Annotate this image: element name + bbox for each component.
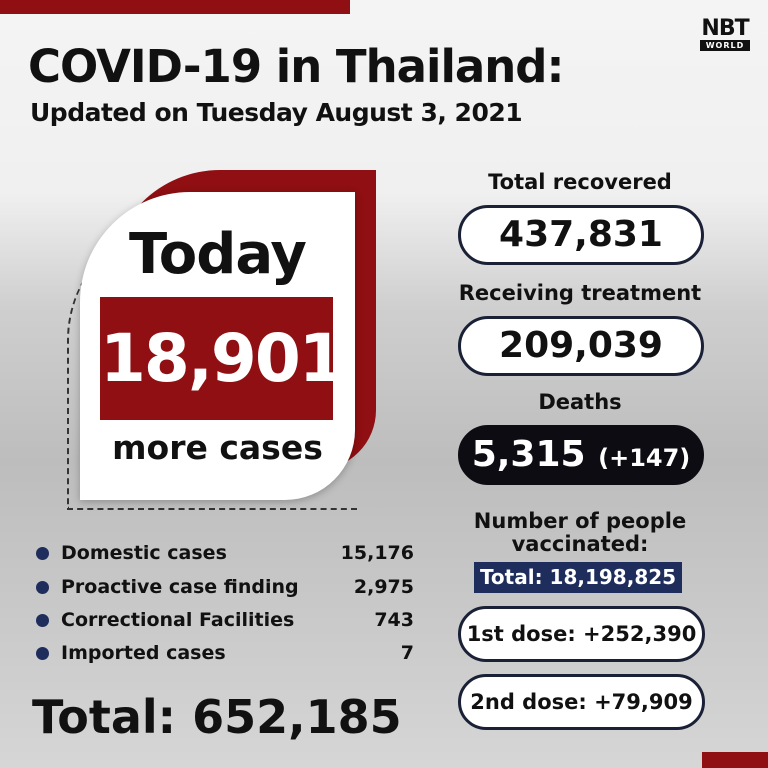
deaths-label: Deaths	[538, 390, 622, 414]
recovered-label: Total recovered	[488, 170, 672, 194]
breakdown-value: 7	[400, 642, 414, 664]
first-dose: 1st dose: +252,390	[458, 606, 705, 662]
nbt-world-logo: NBT WORLD	[700, 18, 750, 51]
bullet-icon	[36, 580, 49, 594]
page-title: COVID-19 in Thailand:	[28, 40, 564, 93]
deaths-change: (+147)	[598, 444, 691, 472]
deaths-value: 5,315	[471, 434, 586, 475]
bullet-icon	[36, 646, 49, 660]
treatment-value: 209,039	[458, 316, 704, 376]
top-accent-bar	[0, 0, 350, 14]
today-cases-value: 18,901	[100, 297, 345, 420]
breakdown-value: 15,176	[340, 542, 414, 564]
vaccinated-heading-line: vaccinated:	[511, 532, 649, 556]
corner-accent	[702, 752, 768, 768]
logo-name: NBT	[701, 16, 749, 41]
card-dashed-outline	[67, 220, 357, 510]
breakdown-row: Proactive case finding 2,975	[36, 574, 414, 600]
breakdown-value: 2,975	[353, 576, 414, 598]
logo-sub: WORLD	[700, 40, 750, 51]
bullet-icon	[36, 546, 49, 560]
breakdown-row: Correctional Facilities 743	[36, 607, 414, 633]
recovered-value: 437,831	[458, 205, 704, 265]
vaccinated-heading-line: Number of people	[473, 509, 687, 533]
breakdown-label: Proactive case finding	[61, 576, 299, 598]
bullet-icon	[36, 613, 49, 627]
treatment-label: Receiving treatment	[458, 281, 702, 305]
total-cases: Total: 652,185	[32, 690, 402, 744]
breakdown-row: Imported cases 7	[36, 640, 414, 666]
breakdown-label: Domestic cases	[61, 542, 227, 564]
vaccinated-total: Total: 18,198,825	[474, 562, 682, 593]
second-dose: 2nd dose: +79,909	[458, 674, 705, 730]
breakdown-row: Domestic cases 15,176	[36, 540, 414, 566]
breakdown-label: Correctional Facilities	[61, 609, 295, 631]
today-label: Today	[129, 222, 307, 287]
today-caption: more cases	[112, 428, 323, 467]
page-subtitle: Updated on Tuesday August 3, 2021	[30, 98, 523, 127]
vaccinated-heading: Number of people vaccinated:	[440, 510, 720, 556]
deaths-pill: 5,315 (+147)	[458, 425, 704, 485]
breakdown-value: 743	[374, 609, 414, 631]
breakdown-label: Imported cases	[61, 642, 226, 664]
